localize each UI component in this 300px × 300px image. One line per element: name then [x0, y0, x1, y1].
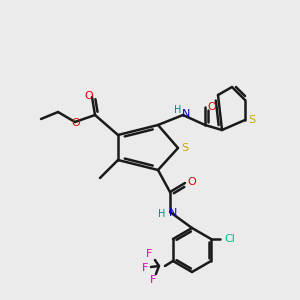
- Text: H: H: [174, 105, 182, 115]
- Text: N: N: [169, 208, 177, 218]
- Text: O: O: [72, 118, 80, 128]
- Text: O: O: [208, 102, 216, 112]
- Text: O: O: [85, 91, 93, 101]
- Text: F: F: [150, 275, 156, 285]
- Text: N: N: [182, 109, 190, 119]
- Text: S: S: [248, 115, 256, 125]
- Text: F: F: [142, 263, 148, 273]
- Text: F: F: [146, 249, 152, 259]
- Text: S: S: [182, 143, 189, 153]
- Text: Cl: Cl: [225, 234, 236, 244]
- Text: H: H: [158, 209, 166, 219]
- Text: O: O: [188, 177, 196, 187]
